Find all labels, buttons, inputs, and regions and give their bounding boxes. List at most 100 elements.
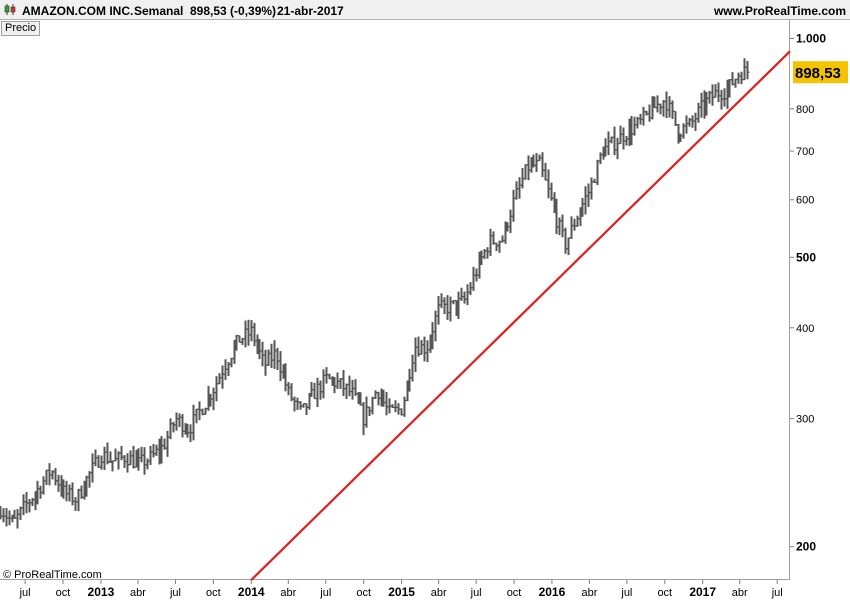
price-bar — [586, 183, 591, 208]
price-bar — [632, 116, 637, 136]
price-bar — [4, 508, 9, 527]
price-bars — [0, 58, 750, 529]
y-tick-label: 1.000 — [796, 31, 826, 45]
price-bar — [710, 84, 715, 106]
price-bar — [615, 137, 620, 160]
price-bar — [47, 463, 52, 486]
price-bar — [402, 396, 407, 417]
price-bar — [249, 320, 254, 342]
price-bar — [347, 375, 352, 397]
price-bar — [667, 96, 672, 118]
price-bar — [546, 169, 551, 199]
price-bar — [87, 471, 92, 488]
price-bar — [436, 296, 441, 325]
price-bar — [90, 453, 95, 483]
price-bar — [370, 396, 375, 415]
price-bar — [263, 349, 268, 376]
copyright-notice: © ProRealTime.com — [3, 569, 102, 581]
x-tick-label: oct — [356, 587, 371, 599]
price-bar — [18, 506, 23, 520]
price-bar — [448, 296, 453, 322]
y-axis: 1.000 800 700 600 500 400 300 200 — [790, 31, 826, 554]
price-bar — [304, 403, 309, 416]
price-bar — [315, 377, 320, 407]
price-bar — [53, 467, 58, 486]
y-tick-label: 600 — [796, 195, 814, 207]
price-bar — [433, 310, 438, 342]
price-bar — [664, 91, 669, 119]
trend-line[interactable] — [250, 50, 791, 581]
price-bar — [12, 509, 17, 519]
plot-area[interactable] — [0, 20, 790, 580]
date-label: 21-abr-2017 — [277, 4, 344, 18]
price-bar — [670, 100, 675, 120]
price-bar — [459, 287, 464, 301]
price-bar — [589, 177, 594, 200]
price-bar — [246, 319, 251, 346]
price-bar — [413, 337, 418, 372]
x-tick-label: jul — [319, 587, 331, 599]
price-bar — [278, 351, 283, 381]
price-bar — [612, 126, 617, 156]
price-bar — [292, 396, 297, 412]
price-bar — [27, 498, 32, 513]
x-tick-label: 2017 — [689, 585, 716, 599]
price-bar — [419, 340, 424, 355]
price-bar — [243, 320, 248, 348]
price-bar — [96, 455, 101, 468]
price-bar — [563, 227, 568, 254]
price-bar — [523, 164, 528, 180]
price-bar — [142, 447, 147, 475]
price-bar — [125, 453, 130, 473]
price-bar — [575, 215, 580, 227]
x-tick-label: oct — [56, 587, 71, 599]
price-bar — [289, 383, 294, 402]
price-bar — [338, 378, 343, 390]
price-bar — [442, 297, 447, 315]
price-bar — [517, 177, 522, 199]
x-tick-label: abr — [280, 587, 296, 599]
last-price-marker: 898,53 — [793, 61, 848, 84]
price-bar — [569, 216, 574, 239]
price-bar — [425, 340, 430, 363]
last-price-label: 898,53 — [795, 65, 841, 82]
price-bar — [211, 387, 216, 411]
price-bar — [148, 445, 153, 465]
price-bar — [191, 404, 196, 441]
price-bar — [410, 354, 415, 382]
price-bar — [217, 373, 222, 385]
x-tick-label: abr — [732, 587, 748, 599]
price-bar — [471, 266, 476, 291]
price-bar — [560, 214, 565, 238]
price-bar — [534, 153, 539, 172]
price-bar — [745, 60, 750, 80]
price-bar — [730, 72, 735, 86]
price-bar — [119, 445, 124, 461]
y-tick-label: 200 — [796, 540, 816, 554]
price-bar — [598, 152, 603, 165]
price-bar — [56, 474, 61, 492]
price-bar — [131, 445, 136, 469]
price-bar — [566, 237, 571, 256]
price-bar — [384, 391, 389, 416]
y-tick-label: 300 — [796, 414, 814, 426]
price-bar — [540, 152, 545, 178]
price-bar — [1, 508, 6, 523]
price-bar — [298, 401, 303, 410]
series-label-price[interactable]: Precio — [1, 21, 41, 36]
site-link[interactable]: www.ProRealTime.com — [713, 4, 846, 18]
price-bar — [44, 469, 49, 486]
price-bar — [543, 162, 548, 181]
price-bar — [497, 240, 502, 253]
price-bar — [364, 396, 369, 428]
y-tick-label: 800 — [796, 104, 814, 116]
price-bar — [445, 295, 450, 320]
price-bar — [15, 509, 20, 529]
x-axis: jul oct 2013 abr jul oct 2014 abr jul oct 2015 abr j… — [19, 580, 783, 599]
price-bar — [76, 488, 81, 512]
x-tick-label: 2016 — [539, 585, 566, 599]
price-bar — [583, 186, 588, 215]
price-bar — [197, 401, 202, 421]
price-bar — [647, 104, 652, 122]
